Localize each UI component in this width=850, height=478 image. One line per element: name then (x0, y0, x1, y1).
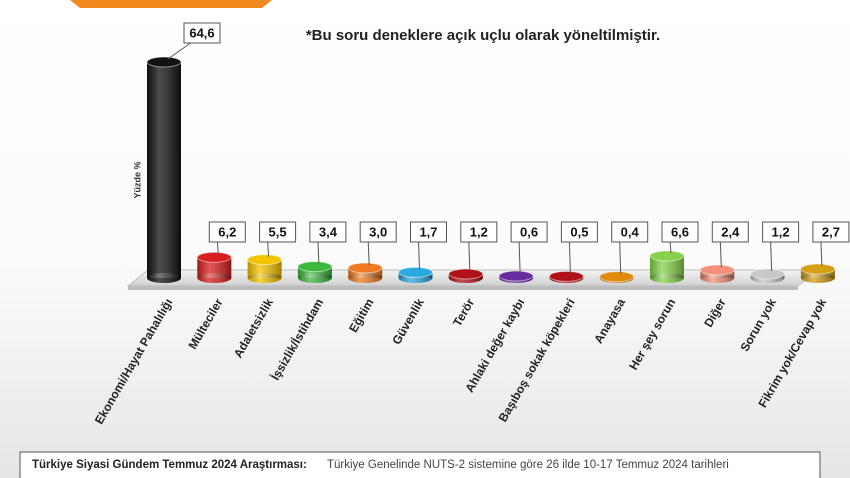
bar-cap (247, 254, 283, 266)
bar-base-shade (297, 273, 332, 283)
value-label: 1,2 (470, 224, 488, 239)
value-label-box (309, 221, 347, 243)
leader-line (317, 240, 320, 264)
leader-line (367, 240, 370, 265)
bar-base-shade (197, 273, 232, 283)
value-label-box (812, 221, 850, 243)
leader-line (518, 240, 521, 274)
bar-base-shade (247, 273, 282, 283)
value-label: 0,5 (570, 224, 588, 239)
value-label: 5,5 (269, 224, 287, 239)
leader-line (820, 240, 823, 266)
value-label: 6,6 (671, 224, 689, 239)
value-label: 0,6 (520, 224, 538, 239)
value-label-box (183, 22, 221, 44)
value-label: 0,4 (621, 224, 640, 239)
note: *Bu soru deneklere açık uçlu olarak yöne… (306, 27, 660, 44)
bar-shade (147, 62, 181, 278)
leader-line (568, 240, 571, 274)
floor-edge (128, 286, 798, 290)
bar-base-shade (800, 273, 835, 283)
bar-cap (398, 266, 433, 278)
bar-cap (800, 263, 836, 275)
value-label: 6,2 (218, 224, 236, 239)
leader-line (619, 240, 622, 274)
leader-line (468, 240, 471, 272)
bar-base-shade (147, 273, 181, 283)
bar-cap (548, 270, 584, 282)
source-text: Türkiye Genelinde NUTS-2 sistemine göre … (327, 459, 729, 471)
bar-base-shade (700, 273, 735, 283)
bar-shade (650, 255, 684, 278)
header-band (70, 0, 272, 8)
bar-base-shade (650, 273, 684, 283)
value-label-box (762, 221, 800, 243)
bar-cap (699, 264, 735, 276)
value-label-box (711, 221, 749, 243)
value-label: 2,4 (721, 224, 740, 239)
value-label-box (460, 221, 498, 243)
source-title: Türkiye Siyasi Gündem Temmuz 2024 Araştı… (32, 459, 307, 471)
bar-cap (347, 262, 383, 274)
bar-cap (750, 268, 786, 280)
value-label: 3,4 (319, 224, 338, 239)
leader-line (216, 240, 219, 255)
leader-line (418, 240, 420, 270)
value-label-box (510, 221, 548, 243)
value-label-box (661, 221, 699, 243)
value-label: 1,7 (419, 224, 437, 239)
source-box (19, 451, 821, 478)
value-label: 3,0 (369, 224, 387, 239)
value-label: 1,2 (772, 224, 790, 239)
value-label-box (410, 221, 447, 243)
bar-cap (297, 261, 333, 273)
y-axis-label: Yüzde % (132, 161, 142, 198)
bar-base-shade (348, 273, 383, 283)
leader-line (719, 240, 722, 267)
value-label-box (560, 221, 598, 243)
value-label: 2,7 (822, 224, 840, 239)
value-label: 64,6 (189, 25, 214, 40)
bar-shade (197, 257, 232, 278)
value-label-box (359, 221, 397, 243)
bar-cap (146, 56, 182, 68)
value-label-box (611, 221, 649, 243)
bar-shade (297, 266, 332, 278)
bar-cap (196, 251, 232, 263)
bar-cap (448, 268, 484, 280)
bar-cap (649, 250, 685, 262)
leader-line (167, 41, 193, 60)
leader-line (770, 240, 773, 272)
value-label-box (208, 221, 246, 243)
bar-cap (599, 271, 635, 283)
bar-cap (498, 270, 534, 282)
leader-line (669, 240, 672, 253)
leader-line (267, 240, 270, 257)
value-label-box (259, 221, 297, 243)
